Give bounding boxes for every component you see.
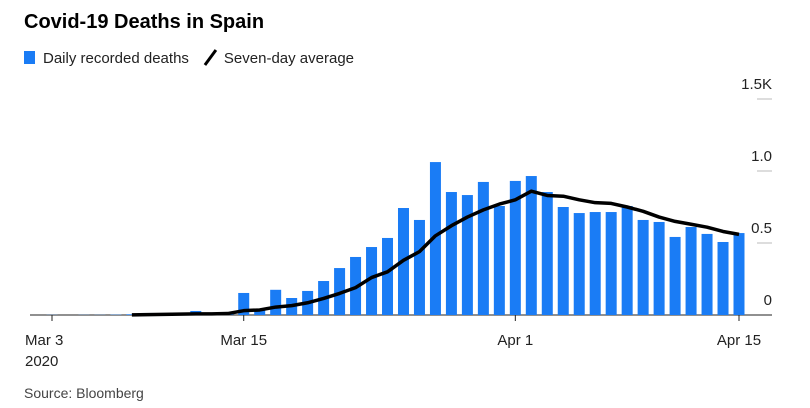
- bar: [254, 309, 266, 315]
- bar: [525, 176, 537, 315]
- x-tick-label: Mar 3: [25, 332, 63, 349]
- legend-swatch: [203, 49, 218, 66]
- bar: [382, 237, 394, 315]
- bar: [541, 192, 553, 315]
- bar: [366, 247, 378, 315]
- bar: [621, 205, 633, 315]
- bar: [334, 268, 346, 315]
- bar: [238, 292, 250, 315]
- y-tick-label: 0: [764, 292, 772, 309]
- legend-label: Seven-day average: [224, 50, 354, 67]
- bar: [653, 221, 665, 315]
- average-line: [131, 189, 740, 317]
- bar: [270, 289, 282, 315]
- bar: [573, 213, 585, 315]
- bar: [445, 192, 457, 315]
- legend-swatch: [24, 51, 35, 64]
- bar: [509, 180, 521, 315]
- x-tick-label: Mar 15: [220, 332, 267, 349]
- x-tick-label: Apr 1: [497, 332, 533, 349]
- legend-label: Daily recorded deaths: [43, 50, 189, 67]
- bar: [733, 233, 745, 315]
- bar: [605, 212, 617, 315]
- bar: [669, 236, 681, 315]
- chart-title: Covid-19 Deaths in Spain: [24, 11, 264, 33]
- bar: [429, 162, 441, 315]
- bar: [701, 233, 713, 315]
- x-tick-label: Apr 15: [717, 332, 761, 349]
- y-tick-label: 0.5: [751, 220, 772, 237]
- bar: [589, 212, 601, 315]
- bar: [557, 207, 569, 315]
- bar: [637, 219, 649, 315]
- bar: [461, 195, 473, 315]
- y-tick-label: 1.5K: [741, 76, 772, 93]
- bar: [413, 219, 425, 315]
- bar: [717, 241, 729, 315]
- source: Source: Bloomberg: [24, 385, 144, 401]
- bar: [493, 205, 505, 315]
- bar: [477, 181, 489, 315]
- y-tick-label: 1.0: [751, 148, 772, 165]
- x-year-label: 2020: [25, 353, 58, 370]
- bar: [685, 227, 697, 315]
